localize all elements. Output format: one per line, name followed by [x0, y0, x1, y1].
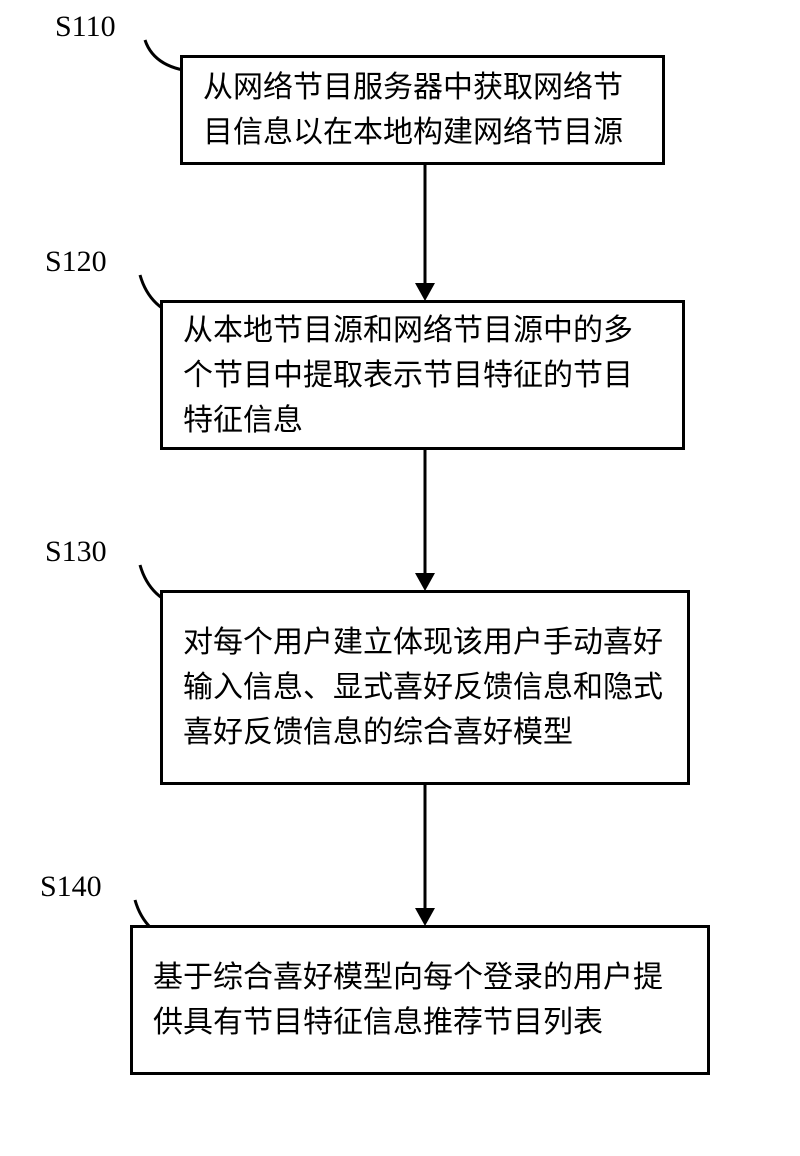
step-label-s140: S140	[40, 870, 102, 904]
step-box-s120: 从本地节目源和网络节目源中的多个节目中提取表示节目特征的节目特征信息	[160, 300, 685, 450]
flowchart-container: S110 从网络节目服务器中获取网络节目信息以在本地构建网络节目源 S120 从…	[0, 0, 800, 1156]
step-label-s130: S130	[45, 535, 107, 569]
step-text-s130: 对每个用户建立体现该用户手动喜好输入信息、显式喜好反馈信息和隐式喜好反馈信息的综…	[183, 620, 667, 755]
step-text-s140: 基于综合喜好模型向每个登录的用户提供具有节目特征信息推荐节目列表	[153, 955, 687, 1045]
arrow-2	[0, 450, 800, 590]
step-label-s120: S120	[45, 245, 107, 279]
step-box-s130: 对每个用户建立体现该用户手动喜好输入信息、显式喜好反馈信息和隐式喜好反馈信息的综…	[160, 590, 690, 785]
arrow-3	[0, 785, 800, 925]
step-label-s110: S110	[55, 10, 116, 44]
step-box-s140: 基于综合喜好模型向每个登录的用户提供具有节目特征信息推荐节目列表	[130, 925, 710, 1075]
step-text-s110: 从网络节目服务器中获取网络节目信息以在本地构建网络节目源	[203, 65, 642, 155]
arrow-1	[0, 165, 800, 300]
step-text-s120: 从本地节目源和网络节目源中的多个节目中提取表示节目特征的节目特征信息	[183, 308, 662, 443]
step-box-s110: 从网络节目服务器中获取网络节目信息以在本地构建网络节目源	[180, 55, 665, 165]
